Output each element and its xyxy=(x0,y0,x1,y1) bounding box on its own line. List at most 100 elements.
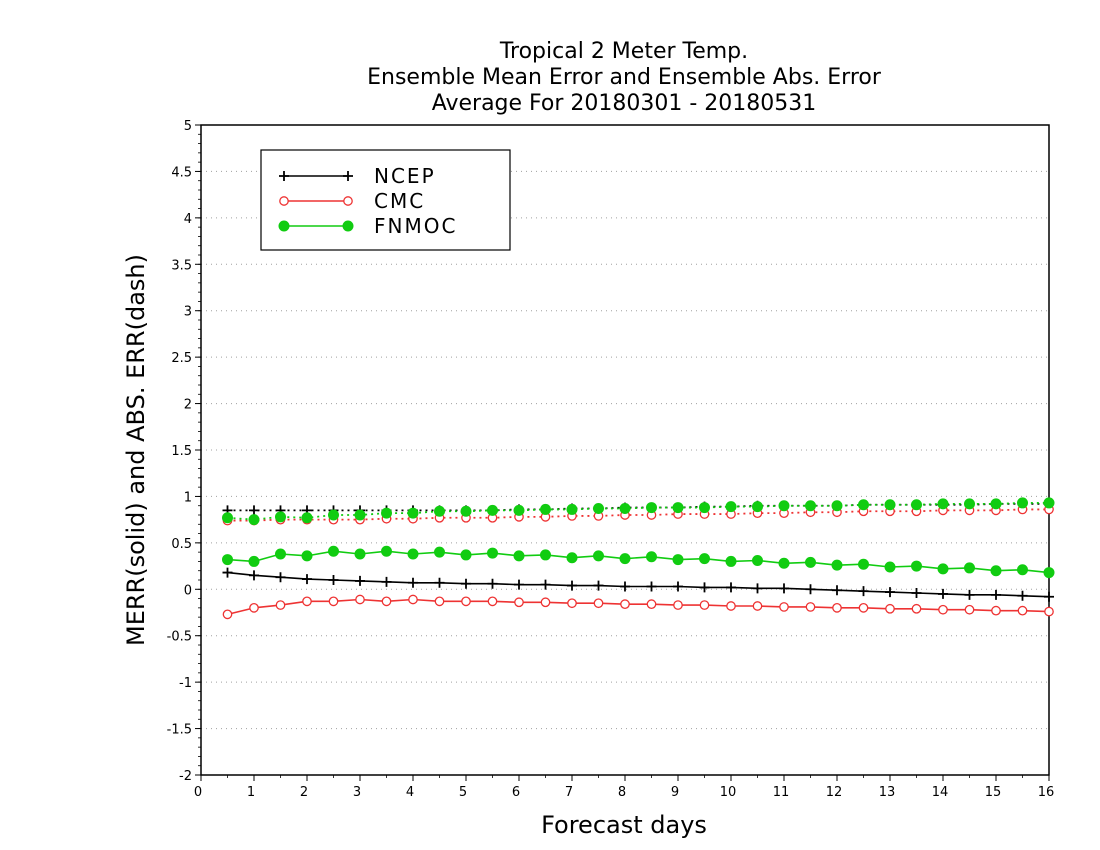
cmc-merr-point xyxy=(1017,605,1028,616)
ncep-merr-point xyxy=(885,587,895,598)
x-tick-label: 16 xyxy=(1038,785,1055,800)
fnmoc-merr-point xyxy=(593,550,604,562)
x-tick-label: 2 xyxy=(300,785,308,800)
ncep-merr-point xyxy=(249,570,259,581)
plot-axes: 54.543.532.521.510.50-0.5-1-1.5-20 1 2 3 4 5 6… xyxy=(167,119,1055,800)
cmc-merr-point xyxy=(885,603,895,614)
fnmoc-abs-err-point xyxy=(407,507,419,519)
cmc-merr-point xyxy=(540,597,551,608)
x-tick-label: 11 xyxy=(773,785,790,800)
fnmoc-merr-point xyxy=(858,558,869,570)
y-tick-label: 1.5 xyxy=(171,444,192,459)
ncep-merr-point xyxy=(540,579,551,590)
fnmoc-merr-point xyxy=(434,546,445,558)
ncep-merr-point xyxy=(752,583,763,594)
cmc-merr-point xyxy=(222,609,233,620)
fnmoc-abs-err-point xyxy=(593,503,604,514)
cmc-merr-point xyxy=(487,596,498,607)
ncep-merr-point xyxy=(699,582,710,593)
fnmoc-abs-err-point xyxy=(752,501,763,513)
fnmoc-abs-err-point xyxy=(805,500,816,512)
cmc-merr-point xyxy=(408,594,418,605)
x-tick-label: 10 xyxy=(720,785,737,800)
y-tick-label: 2.5 xyxy=(171,351,192,366)
x-tick-label: 1 xyxy=(247,785,255,800)
ncep-merr-point xyxy=(408,577,418,588)
ncep-merr-point xyxy=(461,578,471,589)
x-tick-label: 14 xyxy=(932,785,949,800)
fnmoc-abs-err-point xyxy=(884,499,896,511)
fnmoc-abs-err-point xyxy=(990,498,1002,510)
ncep-merr-point xyxy=(805,584,816,595)
ncep-merr-point xyxy=(487,578,498,589)
cmc-merr-point xyxy=(381,596,392,607)
fnmoc-abs-err-point xyxy=(381,507,392,519)
fnmoc-merr-point xyxy=(884,561,896,573)
cmc-merr-point xyxy=(328,596,339,607)
cmc-merr-point xyxy=(938,604,948,615)
ncep-merr-point xyxy=(381,576,392,587)
fnmoc-merr-point xyxy=(752,555,763,566)
x-tick-label: 15 xyxy=(985,785,1002,800)
ncep-merr-point xyxy=(355,575,365,586)
cmc-merr-point xyxy=(779,602,789,612)
cmc-merr-point xyxy=(673,600,683,610)
ncep-merr-point xyxy=(938,588,948,599)
fnmoc-merr-point xyxy=(540,549,551,561)
ncep-merr-point xyxy=(1044,591,1054,602)
fnmoc-abs-err-point xyxy=(778,500,790,512)
legend-marker-cmc xyxy=(279,196,289,206)
fnmoc-abs-err-point xyxy=(831,500,843,512)
fnmoc-abs-err-point xyxy=(301,512,313,524)
ncep-abs-err-line xyxy=(227,502,1049,512)
y-tick-label: 2 xyxy=(184,398,192,413)
cmc-merr-point xyxy=(434,596,445,607)
x-tick-label: 4 xyxy=(406,785,414,800)
fnmoc-merr-point xyxy=(937,563,949,575)
fnmoc-abs-err-point xyxy=(1043,497,1055,509)
ncep-merr-point xyxy=(646,581,657,592)
title-line-1: Tropical 2 Meter Temp. xyxy=(499,39,748,64)
series-fnmoc xyxy=(222,497,1055,579)
ncep-merr-point xyxy=(275,572,286,583)
fnmoc-abs-err-point xyxy=(699,502,710,514)
ncep-merr-line xyxy=(227,571,1050,598)
ncep-merr-point xyxy=(832,585,842,596)
fnmoc-merr-point xyxy=(619,553,631,565)
ncep-merr-point xyxy=(779,583,789,594)
fnmoc-merr-point xyxy=(513,550,525,562)
fnmoc-abs-err-point xyxy=(460,505,472,517)
series-cmc xyxy=(222,504,1054,620)
cmc-merr-point xyxy=(355,594,365,605)
ncep-merr-point xyxy=(302,574,312,585)
title-line-3: Average For 20180301 - 20180531 xyxy=(432,91,817,116)
cmc-merr-point xyxy=(249,603,259,613)
fnmoc-abs-err-point xyxy=(222,512,233,524)
y-tick-label: 4 xyxy=(184,212,192,227)
fnmoc-merr-point xyxy=(911,560,922,572)
y-tick-label: -1 xyxy=(179,676,192,691)
fnmoc-merr-point xyxy=(1043,567,1055,579)
cmc-merr-point xyxy=(302,596,312,607)
y-tick-label: 3.5 xyxy=(171,258,192,273)
fnmoc-abs-err-line xyxy=(227,502,1049,521)
legend-marker-fnmoc xyxy=(278,220,290,232)
ncep-merr-point xyxy=(991,589,1001,600)
fnmoc-abs-err-point xyxy=(619,503,631,514)
ncep-merr-point xyxy=(726,582,736,593)
fnmoc-merr-point xyxy=(328,545,339,557)
fnmoc-abs-err-point xyxy=(858,499,869,511)
fnmoc-merr-point xyxy=(831,559,843,571)
legend-marker-ncep xyxy=(279,171,289,181)
ncep-merr-point xyxy=(673,581,683,592)
fnmoc-merr-point xyxy=(301,550,313,562)
ncep-merr-point xyxy=(222,567,233,578)
fnmoc-merr-point xyxy=(354,548,366,560)
legend-box xyxy=(260,149,511,251)
series-group xyxy=(222,497,1055,620)
fnmoc-abs-err-point xyxy=(725,501,737,513)
cmc-merr-point xyxy=(514,597,524,608)
ncep-abs-err-point xyxy=(249,505,259,516)
fnmoc-merr-point xyxy=(222,554,233,566)
